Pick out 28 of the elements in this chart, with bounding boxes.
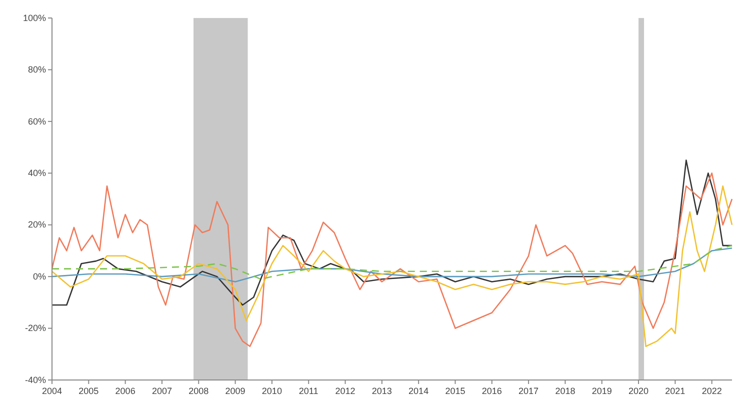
x-tick-label: 2018 (555, 386, 576, 396)
y-tick-label: 60% (28, 116, 46, 126)
y-tick-label: -40% (24, 374, 46, 385)
x-tick-label: 2008 (188, 386, 209, 396)
x-tick-label: 2013 (372, 386, 392, 396)
x-tick-label: 2015 (445, 386, 466, 396)
x-tick-label: 2011 (298, 386, 318, 396)
y-tick-label: 20% (28, 220, 46, 230)
line-series (51, 160, 733, 306)
x-tick-label: 2017 (518, 386, 539, 396)
y-tick-label: 100% (22, 12, 46, 23)
x-tick-label: 2014 (408, 386, 429, 396)
x-tick-label: 2022 (702, 386, 722, 396)
x-tick-label: 2009 (225, 386, 246, 396)
x-tick-label: 2012 (335, 386, 356, 396)
x-tick-label: 2020 (628, 386, 649, 396)
y-tick-label: 40% (28, 168, 46, 178)
x-tick-label: 2006 (115, 386, 136, 396)
x-tick-label: 2005 (78, 386, 99, 396)
x-tick-label: 2021 (665, 386, 686, 396)
x-tick-label: 2004 (42, 386, 62, 396)
x-tick-label: 2010 (262, 386, 282, 396)
x-tick-label: 2019 (592, 386, 612, 396)
x-tick-label: 2007 (152, 386, 172, 396)
y-tick-label: -20% (24, 323, 46, 334)
y-tick-label: 0% (32, 271, 46, 282)
x-tick-label: 2016 (482, 386, 502, 396)
y-tick-label: 80% (28, 64, 46, 75)
